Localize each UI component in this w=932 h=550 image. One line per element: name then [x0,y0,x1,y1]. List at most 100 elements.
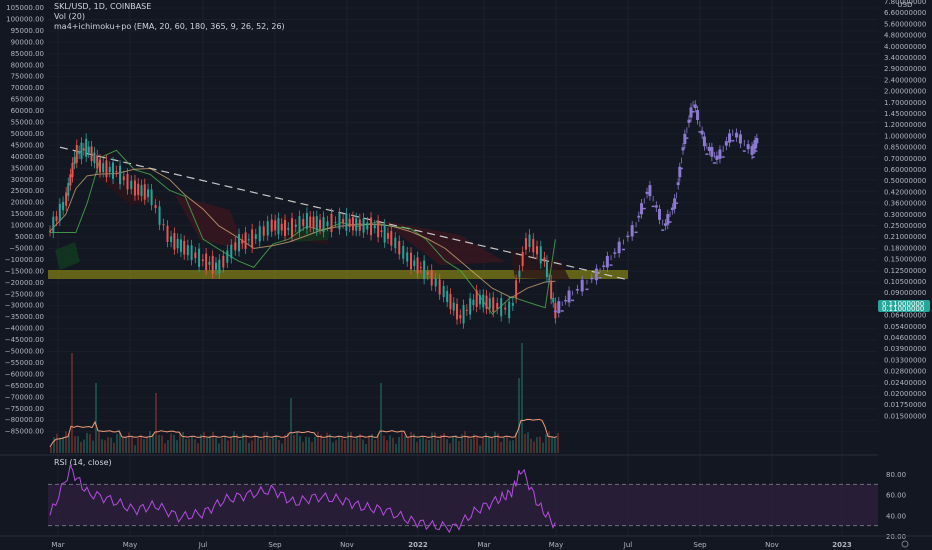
rsi-tick-label-0: 80.00 [886,471,906,479]
projection-candle-32 [668,221,672,223]
volume-bar-3 [59,437,61,453]
volume-bar-105 [365,443,367,453]
volume-bar-42 [176,440,178,453]
volume-bar-73 [269,439,271,453]
x-tick-label-11: 2023 [832,541,852,549]
volume-bar-9 [77,436,79,453]
volume-bar-113 [389,435,391,453]
x-tick-label-5: 2022 [408,541,428,549]
volume-bar-72 [266,431,268,453]
right-tick-label-12: 1.00000000 [884,132,926,140]
price-candle-81 [319,219,322,229]
price-candle-101 [390,230,393,246]
volume-bar-143 [479,445,481,453]
price-candle-37 [162,224,165,226]
volume-bar-2 [56,433,58,453]
volume-bar-163 [539,436,541,453]
price-candle-91 [355,218,358,231]
volume-bar-145 [485,433,487,453]
price-candle-66 [266,221,269,236]
rsi-legend[interactable]: RSI (14, close) [54,458,112,467]
price-candle-45 [190,245,193,261]
right-tick-label-4: 4.00000000 [884,43,926,51]
settings-gear-icon[interactable] [901,540,909,548]
volume-bar-34 [152,433,154,453]
volume-bar-158 [524,433,526,453]
projection-candle-5 [571,299,575,302]
volume-bar-100 [350,432,352,453]
x-tick-label-1: May [123,541,137,549]
price-candle-67 [270,219,273,232]
price-candle-138 [521,251,524,267]
price-candle-46 [194,252,197,259]
price-candle-52 [214,262,217,270]
price-candle-95 [370,217,373,236]
right-tick-label-18: 0.36000000 [884,200,926,208]
volume-bar-4 [62,436,64,453]
price-candle-24 [115,171,118,173]
volume-bar-6 [68,433,70,453]
volume-bar-138 [464,431,466,453]
volume-bar-122 [416,442,418,453]
price-candle-140 [528,234,531,248]
price-candle-10 [75,145,78,163]
projection-candle-65 [751,156,755,158]
volume-bar-51 [203,432,205,453]
volume-bar-77 [281,443,283,453]
volume-bar-159 [527,432,529,453]
volume-bar-129 [437,439,439,453]
legend-volume[interactable]: Vol (20) [54,12,85,21]
right-tick-label-28: 0.06400000 [884,312,926,320]
volume-bar-116 [398,437,400,453]
price-candle-146 [548,279,551,281]
right-tick-label-21: 0.21000000 [884,233,926,241]
price-candle-6 [67,183,70,196]
price-candle-5 [65,192,68,206]
volume-bar-22 [116,433,118,453]
price-candle-93 [362,218,365,233]
price-candle-134 [508,301,511,319]
price-candle-25 [119,165,122,185]
x-tick-label-3: Sep [268,541,282,549]
legend-title[interactable]: SKL/USD, 1D, COINBASE [54,2,152,11]
projection-candle-68 [754,150,758,152]
volume-bar-92 [326,432,328,453]
left-tick-label-25: −25000.00 [5,290,44,298]
price-candle-73 [290,218,293,237]
right-tick-label-36: 0.01750000 [884,401,926,409]
legend-indicator[interactable]: ma4+ichimoku+po (EMA, 20, 60, 180, 365, … [54,22,285,31]
volume-bar-112 [386,440,388,453]
right-tick-label-34: 0.02400000 [884,379,926,387]
volume-bar-136 [458,441,460,453]
left-tick-label-19: 10000.00 [11,222,44,230]
price-candle-76 [302,218,305,226]
right-tick-label-37: 0.01500000 [884,412,926,420]
price-candle-136 [515,280,518,299]
price-candle-1 [52,216,55,233]
currency-label: USD [898,1,913,9]
projection-candle-23 [642,207,646,210]
price-candle-60 [244,232,247,249]
left-tick-label-17: 20000.00 [11,199,44,207]
volume-bar-0 [50,447,52,453]
x-tick-label-9: Sep [693,541,707,549]
price-candle-16 [90,146,93,162]
projection-candle-2 [560,310,564,312]
right-tick-label-17: 0.42000000 [884,188,926,196]
price-candle-115 [442,286,445,298]
price-candle-137 [518,270,521,278]
projection-candle-47 [698,131,702,133]
projection-candle-41 [685,137,689,139]
left-tick-label-22: −10000.00 [5,256,44,264]
volume-bar-21 [113,442,115,453]
volume-bar-79 [287,433,289,453]
volume-bar-25 [125,436,127,453]
price-candle-69 [277,218,280,235]
volume-bar-67 [251,440,253,453]
volume-bar-120 [410,432,412,453]
volume-bar-13 [89,433,91,453]
price-candle-78 [309,216,312,227]
price-candle-129 [488,298,491,309]
price-candle-128 [485,295,488,309]
